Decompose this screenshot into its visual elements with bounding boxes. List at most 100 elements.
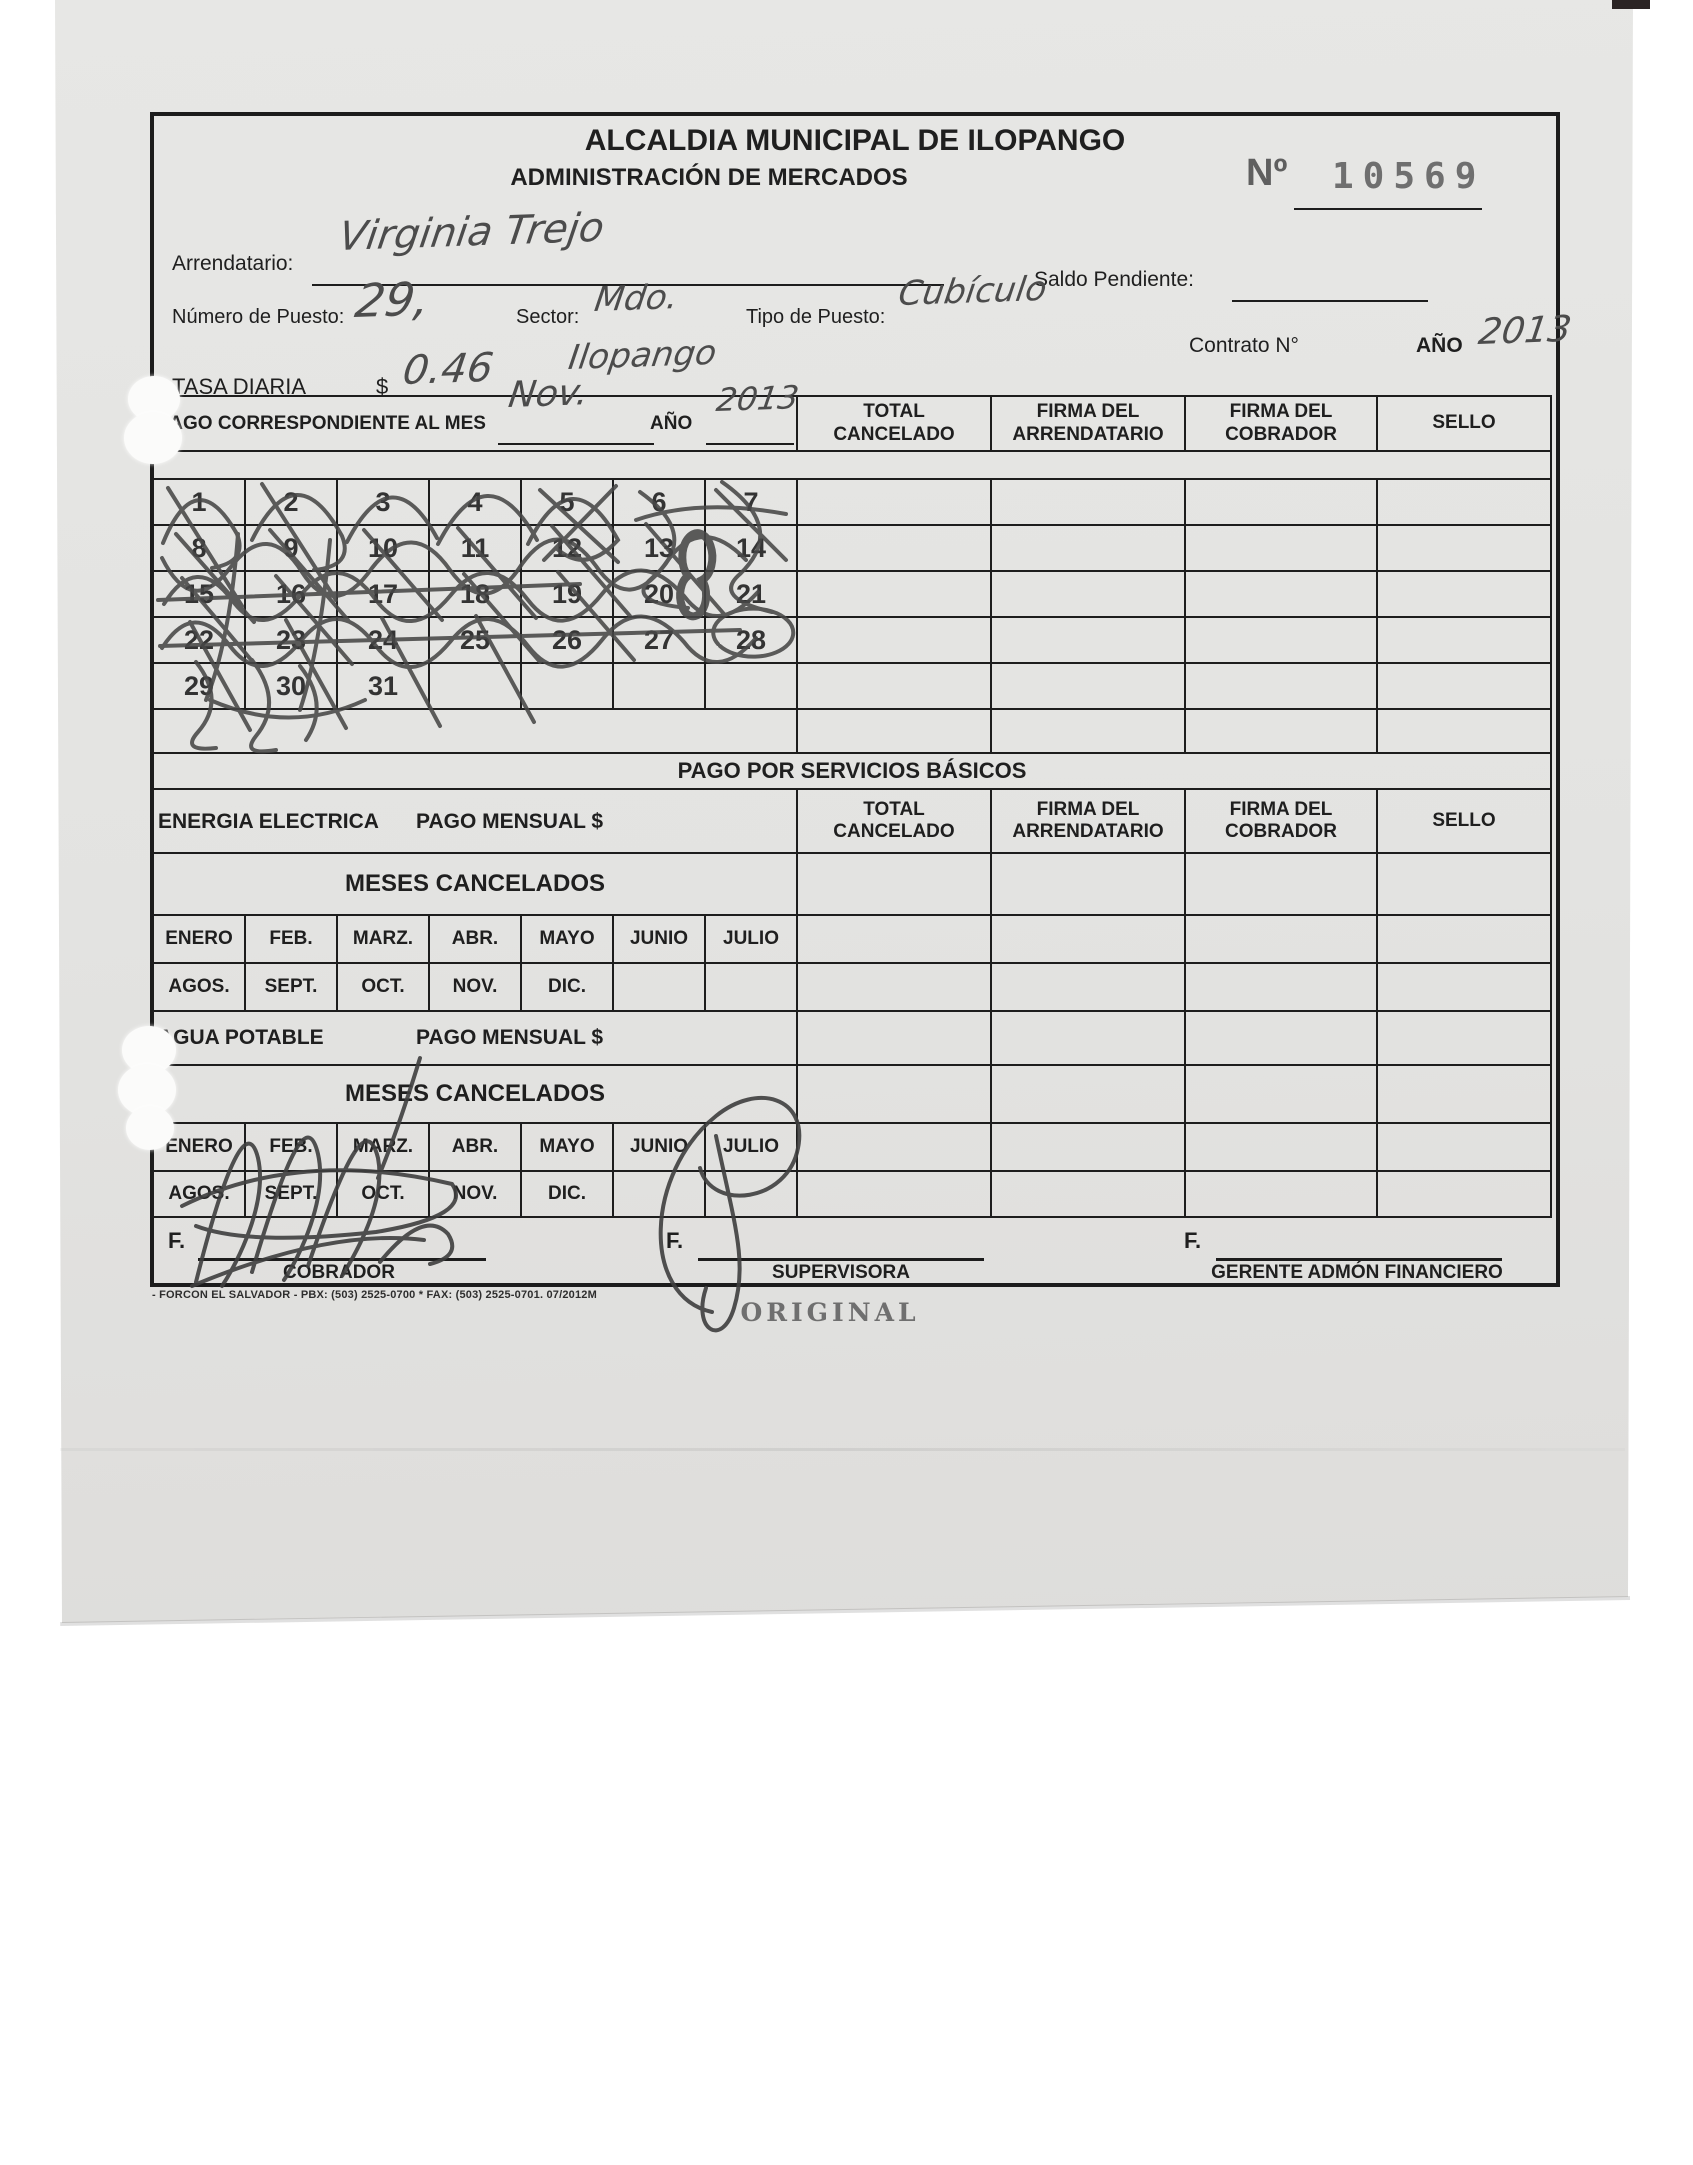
month-cell: DIC. (520, 1170, 614, 1218)
form-title: ALCALDIA MUNICIPAL DE ILOPANGO (584, 124, 1126, 157)
day-cell: 16 (244, 570, 338, 618)
form-number-value: 10569 (1332, 156, 1486, 197)
month-cell (704, 1170, 798, 1218)
anio-top-label: AÑO (1416, 334, 1463, 357)
day-cell: 10 (336, 524, 430, 572)
numero-puesto-value: 29, (352, 271, 434, 328)
sector-value-line1: Mdo. (592, 277, 681, 320)
month-cell: FEB. (244, 914, 338, 964)
day-cell: 5 (520, 478, 614, 526)
copy-type-stamp: ORIGINAL (740, 1298, 920, 1327)
day-cell: 22 (152, 616, 246, 664)
gerente-signature-line (1216, 1258, 1502, 1261)
month-cell: MAYO (520, 914, 614, 964)
meses-cancelados-energia: MESES CANCELADOS (152, 852, 798, 916)
day-cell: 29 (152, 662, 246, 710)
sector-label: Sector: (516, 306, 580, 328)
tasa-diaria-label: TASA DIARIA (172, 374, 307, 399)
months-row-agua-2: AGOS. SEPT. OCT. NOV. DIC. (152, 1170, 1553, 1218)
col-header-firma-cobrador: FIRMA DEL COBRADOR (1184, 788, 1378, 854)
energia-electrica-label: ENERGIA ELECTRICA (158, 810, 379, 833)
f-label-supervisora: F. (666, 1228, 684, 1253)
gerente-label: GERENTE ADMÓN FINANCIERO (1211, 1262, 1503, 1283)
pago-mes-header-cell: PAGO CORRESPONDIENTE AL MES Nov. AÑO 201… (151, 372, 801, 452)
hole-punch-blob (124, 412, 182, 464)
month-cell: ENERO (152, 914, 246, 964)
calendar-footer-cell (151, 708, 799, 754)
month-cell: MAYO (520, 1122, 614, 1172)
cobrador-signature-line (198, 1258, 486, 1261)
day-cell (703, 662, 799, 710)
day-cell: 2 (244, 478, 338, 526)
day-cell: 6 (612, 478, 706, 526)
col-header-firma-cobrador: FIRMA DEL COBRADOR (1184, 395, 1379, 452)
payment-calendar-table: PAGO CORRESPONDIENTE AL MES Nov. AÑO 201… (151, 372, 1553, 754)
meses-cancelados-agua: MESES CANCELADOS (152, 1064, 798, 1124)
form-subtitle: ADMINISTRACIÓN DE MERCADOS (510, 164, 908, 191)
day-cell: 15 (152, 570, 246, 618)
pago-mensual-label-agua: PAGO MENSUAL $ (416, 1026, 604, 1049)
month-cell (612, 962, 706, 1012)
day-cell: 4 (428, 478, 522, 526)
spacer-row (151, 450, 1553, 480)
sello-cell (1376, 478, 1553, 526)
month-cell: AGOS. (152, 1170, 246, 1218)
day-cell: 30 (244, 662, 338, 710)
supervisora-signature-line (698, 1258, 984, 1261)
month-cell: OCT. (336, 1170, 430, 1218)
anio-mes-line (706, 443, 794, 445)
months-row-agua-1: ENERO FEB. MARZ. ABR. MAYO JUNIO JULIO (152, 1122, 1553, 1172)
day-cell (428, 662, 522, 710)
day-cell: 7 (703, 478, 799, 526)
agua-potable-label: AGUA POTABLE (158, 1026, 324, 1049)
day-cell: 19 (520, 570, 614, 618)
day-cell: 24 (336, 616, 430, 664)
day-cell: 13 (612, 524, 706, 572)
f-label-gerente: F. (1184, 1228, 1202, 1253)
month-cell: JULIO (704, 914, 798, 964)
col-header-firma-arrendatario: FIRMA DEL ARRENDATARIO (990, 788, 1186, 854)
months-row-energia-2: AGOS. SEPT. OCT. NOV. DIC. (152, 962, 1553, 1012)
col-header-sello: SELLO (1376, 395, 1553, 452)
basic-services-table: PAGO POR SERVICIOS BÁSICOS ENERGIA ELECT… (151, 752, 1553, 1218)
total-cancelado-cell (796, 478, 993, 526)
day-cell: 17 (336, 570, 430, 618)
col-header-sello: SELLO (1375, 788, 1553, 854)
month-cell: DIC. (520, 962, 614, 1012)
month-cell: JUNIO (612, 1122, 706, 1172)
day-cell: 18 (428, 570, 522, 618)
day-cell: 20 (612, 570, 706, 618)
month-cell: AGOS. (152, 962, 246, 1012)
calendar-week-row: 22 23 24 25 26 27 28 (152, 616, 1553, 664)
tasa-currency: $ (376, 374, 389, 399)
day-cell: 31 (336, 662, 430, 710)
services-section-title: PAGO POR SERVICIOS BÁSICOS (151, 752, 1553, 790)
month-cell: FEB. (244, 1122, 338, 1172)
saldo-pendiente-line (1232, 300, 1428, 302)
month-cell: OCT. (336, 962, 430, 1012)
month-cell: MARZ. (336, 914, 430, 964)
hole-punch-blob (126, 1106, 174, 1150)
form-number-label: Nº (1246, 152, 1288, 194)
anio-top-value: 2013 (1476, 308, 1574, 353)
supervisora-label: SUPERVISORA (772, 1262, 910, 1283)
month-cell: SEPT. (244, 962, 338, 1012)
tipo-puesto-value: Cubículo (896, 268, 1050, 314)
day-cell: 9 (244, 524, 338, 572)
firma-cobrador-cell (1184, 478, 1379, 526)
receipt-form: ALCALDIA MUNICIPAL DE ILOPANGO ADMINISTR… (150, 112, 1574, 1287)
day-cell: 26 (520, 616, 614, 664)
form-number-underline (1294, 208, 1482, 210)
month-cell: ABR. (428, 1122, 522, 1172)
paper-crease (60, 1448, 1625, 1451)
arrendatario-value: Virginia Trejo (336, 204, 608, 260)
month-cell: ABR. (428, 914, 522, 964)
calendar-week-row: 8 9 10 11 12 13 14 (152, 524, 1553, 572)
months-row-energia-1: ENERO FEB. MARZ. ABR. MAYO JUNIO JULIO (152, 914, 1553, 964)
day-cell (612, 662, 706, 710)
month-cell: MARZ. (336, 1122, 430, 1172)
anio-mes-handwritten-value: 2013 (714, 378, 802, 419)
day-cell: 12 (520, 524, 614, 572)
numero-puesto-label: Número de Puesto: (172, 306, 345, 328)
